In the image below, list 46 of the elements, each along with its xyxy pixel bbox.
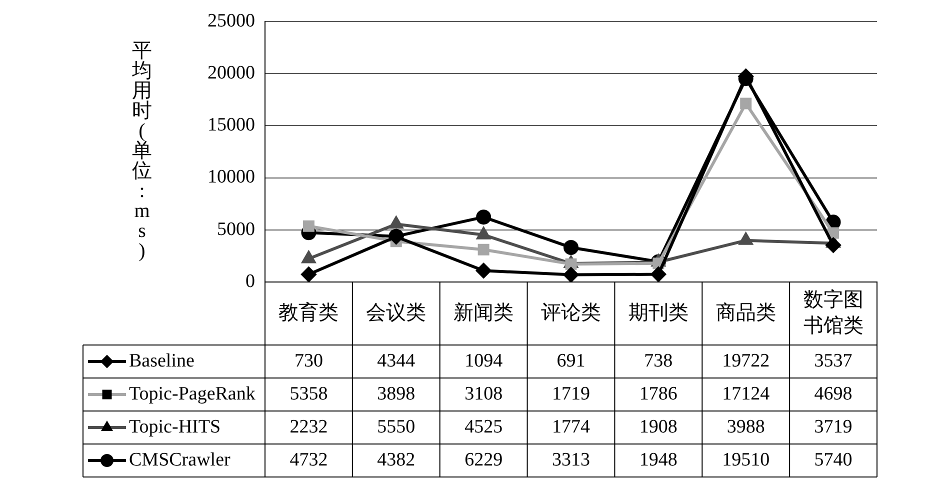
- data-label: 3719: [814, 416, 852, 438]
- data-label: 19510: [722, 449, 770, 470]
- y-tick-label: 15000: [208, 114, 255, 136]
- data-label: 1719: [552, 383, 590, 404]
- data-label: 4382: [377, 449, 416, 470]
- x-tick-label: 期刊类: [628, 302, 688, 324]
- text: 平均用时(单位:ms): [132, 40, 152, 262]
- x-tick-label: 评论类: [541, 302, 601, 324]
- data-label: 1908: [639, 416, 678, 438]
- y-tick-label: 20000: [208, 62, 255, 84]
- data-label: 3988: [726, 416, 765, 438]
- x-tick-label: 商品类: [716, 302, 776, 324]
- x-tick-label: 会议类: [366, 302, 426, 324]
- data-label: 4344: [377, 350, 416, 372]
- data-label: 1786: [639, 383, 678, 404]
- y-tick-label: 0: [246, 270, 255, 292]
- data-label: 2232: [290, 416, 328, 438]
- y-tick-label: 10000: [208, 166, 255, 188]
- legend-label: Topic-HITS: [129, 416, 221, 438]
- legend-label: CMSCrawler: [129, 449, 231, 470]
- data-label: 730: [294, 350, 323, 372]
- data-label: 1094: [464, 350, 504, 372]
- x-tick-label: 新闻类: [454, 302, 514, 324]
- data-label: 4732: [290, 449, 328, 470]
- x-tick-label: 教育类: [278, 300, 339, 324]
- y-tick-label: 5000: [217, 218, 255, 240]
- data-label: 5358: [290, 383, 328, 404]
- data-label: 1948: [639, 449, 678, 470]
- legend-label: Topic-PageRank: [129, 383, 256, 404]
- x-tick-label: 数字图书馆类: [803, 288, 864, 337]
- data-label: 691: [556, 350, 586, 372]
- data-label: 17124: [722, 383, 770, 404]
- data-label: 3898: [377, 383, 416, 404]
- data-label: 3537: [814, 350, 852, 372]
- legend-label: Baseline: [129, 350, 194, 372]
- data-label: 19722: [722, 350, 770, 372]
- data-label: 1774: [552, 416, 590, 438]
- data-label: 4698: [814, 383, 852, 404]
- data-label: 3313: [552, 449, 590, 470]
- data-label: 5740: [814, 449, 852, 470]
- data-label: 4525: [464, 416, 503, 438]
- y-tick-label: 25000: [208, 10, 255, 32]
- data-label: 5550: [377, 416, 416, 438]
- data-label: 6229: [464, 449, 503, 470]
- data-label: 3108: [464, 383, 503, 404]
- data-label: 738: [644, 350, 673, 372]
